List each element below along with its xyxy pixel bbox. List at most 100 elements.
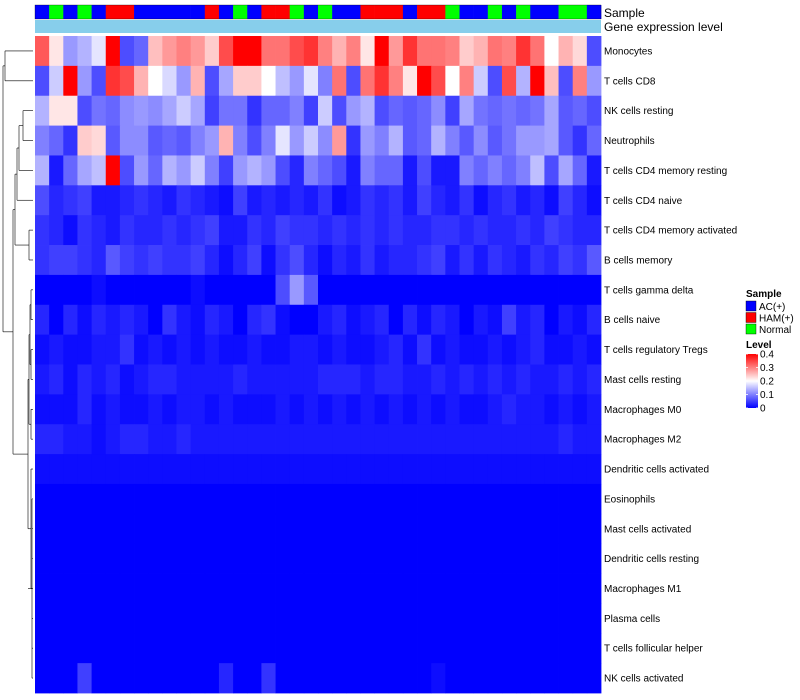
heatmap-cell: [530, 633, 545, 664]
heatmap-cell: [233, 454, 248, 485]
heatmap-cell: [176, 155, 192, 186]
heatmap-cell: [247, 424, 262, 455]
legend-level-tick: 0: [760, 404, 766, 415]
heatmap-cell: [473, 215, 489, 246]
heatmap-cell: [558, 483, 574, 515]
sample-cell: [417, 5, 432, 19]
legend-swatch: [745, 300, 757, 312]
heatmap-cell: [275, 304, 291, 336]
heatmap-cell: [176, 125, 192, 156]
heatmap-cell: [35, 245, 50, 276]
heatmap-cell: [459, 424, 475, 455]
heatmap-cell: [63, 543, 78, 574]
heatmap-cell: [516, 364, 531, 395]
sample-cell: [318, 5, 333, 19]
heatmap-cell: [233, 394, 248, 425]
heatmap-cell: [572, 424, 588, 455]
heatmap-cell: [544, 65, 559, 97]
heatmap-cell: [49, 95, 64, 126]
heatmap-cell: [91, 155, 107, 186]
heatmap-cell: [148, 543, 163, 574]
heatmap-cell: [275, 573, 291, 604]
heatmap-cell: [35, 65, 50, 97]
heatmap-cell: [431, 125, 446, 156]
heatmap-cell: [190, 65, 206, 97]
heatmap-cell: [558, 304, 574, 336]
heatmap-cell: [233, 663, 248, 694]
heatmap-cell: [530, 215, 545, 246]
heatmap-cell: [501, 36, 517, 67]
heatmap-cell: [374, 155, 390, 186]
sample-cell: [63, 5, 78, 19]
heatmap-cell: [119, 543, 135, 574]
row-label: NK cells activated: [604, 674, 683, 685]
heatmap-cell: [318, 543, 333, 574]
heatmap-cell: [388, 304, 404, 336]
heatmap-cell: [176, 65, 192, 97]
heatmap-cell: [162, 513, 177, 545]
heatmap-cell: [530, 364, 545, 395]
heatmap-cell: [473, 364, 489, 395]
heatmap-cell: [119, 65, 135, 97]
heatmap-cell: [516, 245, 531, 276]
row-label: Neutrophils: [604, 136, 655, 147]
heatmap-cell: [261, 573, 276, 604]
heatmap-cell: [459, 185, 475, 216]
heatmap-cell: [360, 95, 375, 126]
heatmap-cell: [417, 185, 432, 216]
heatmap-cell: [487, 394, 503, 425]
heatmap-cell: [218, 185, 234, 216]
heatmap-cell: [148, 36, 163, 67]
heatmap-cell: [233, 36, 248, 67]
heatmap-cell: [487, 483, 503, 515]
heatmap-cell: [445, 304, 460, 336]
heatmap-cell: [501, 483, 517, 515]
heatmap-cell: [558, 543, 574, 574]
heatmap-cell: [190, 513, 206, 545]
heatmap-cell: [233, 364, 248, 395]
heatmap-cell: [360, 424, 375, 455]
heatmap-cell: [91, 36, 107, 67]
heatmap-cell: [233, 155, 248, 186]
heatmap-cell: [63, 364, 78, 395]
heatmap-cell: [148, 304, 163, 336]
heatmap-cell: [374, 185, 390, 216]
heatmap-cell: [487, 543, 503, 574]
heatmap-cell: [431, 334, 446, 365]
heatmap-cell: [459, 334, 475, 365]
heatmap-cell: [572, 483, 588, 515]
heatmap-cell: [586, 454, 602, 485]
heatmap-cell: [459, 245, 475, 276]
heatmap-cell: [473, 245, 489, 276]
heatmap-cell: [572, 573, 588, 604]
heatmap-cell: [261, 36, 276, 67]
heatmap-cell: [431, 274, 446, 306]
heatmap-cell: [374, 663, 390, 694]
heatmap-cell: [318, 274, 333, 306]
heatmap-cell: [91, 633, 107, 664]
heatmap-cell: [49, 155, 64, 186]
heatmap-cell: [388, 245, 404, 276]
heatmap-cell: [204, 334, 220, 365]
heatmap-cell: [417, 543, 432, 574]
heatmap-cell: [388, 603, 404, 634]
row-label: Dendritic cells resting: [604, 554, 699, 565]
heatmap-cell: [558, 36, 574, 67]
heatmap-cell: [530, 274, 545, 306]
heatmap-cell: [77, 633, 92, 664]
heatmap-cell: [360, 663, 375, 694]
heatmap-cell: [190, 364, 206, 395]
legend-level-tick: 0.2: [760, 377, 774, 388]
heatmap-cell: [49, 185, 64, 216]
heatmap-cell: [516, 274, 531, 306]
heatmap-cell: [516, 304, 531, 336]
heatmap-cell: [501, 364, 517, 395]
heatmap-cell: [388, 334, 404, 365]
heatmap-cell: [445, 95, 460, 126]
heatmap-cell: [91, 274, 107, 306]
heatmap-cell: [134, 125, 149, 156]
heatmap-cell: [374, 454, 390, 485]
heatmap-cell: [49, 65, 64, 97]
heatmap-cell: [318, 364, 333, 395]
heatmap-cell: [473, 95, 489, 126]
